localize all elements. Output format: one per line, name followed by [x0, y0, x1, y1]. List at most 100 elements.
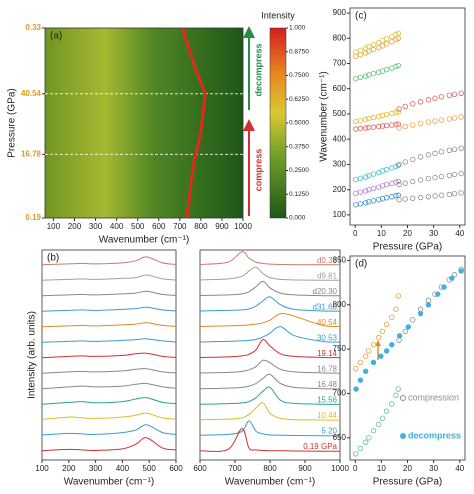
point [458, 114, 464, 120]
point [383, 408, 390, 414]
colorbar-tick-label: 0.2500 [289, 167, 309, 174]
point [451, 171, 458, 178]
point [438, 149, 445, 155]
point [370, 46, 377, 53]
point [376, 184, 382, 190]
x-tick-label: 800 [194, 222, 208, 231]
point [393, 109, 399, 116]
point [366, 199, 372, 205]
point [362, 200, 369, 206]
point [383, 348, 390, 354]
point [432, 174, 438, 181]
point [446, 172, 453, 179]
point [396, 333, 403, 339]
point [458, 170, 464, 177]
point [383, 321, 390, 327]
x-axis-label: Pressure (GPa) [373, 242, 442, 253]
point [438, 117, 445, 123]
x-tick-label: 0 [353, 464, 358, 473]
point [396, 161, 402, 168]
point [362, 116, 369, 123]
spectrum-label: 5.20 [321, 427, 337, 436]
colorbar-tick-label: 0.3750 [289, 143, 309, 150]
spectrum [41, 397, 177, 405]
point [389, 39, 395, 45]
x-tick-label: 40 [455, 464, 464, 473]
point [376, 113, 382, 120]
annotation: compress [253, 149, 263, 192]
point [446, 116, 453, 122]
point [417, 306, 424, 312]
point [383, 41, 390, 47]
point [432, 193, 438, 199]
point [425, 175, 432, 182]
colorbar-tick-label: 0.7500 [289, 72, 309, 79]
spectrum [199, 420, 341, 437]
spectrum [199, 359, 341, 374]
y-tick-label: 0.19 [25, 213, 41, 222]
x-tick-label: 1000 [331, 464, 349, 473]
point [357, 74, 364, 81]
point [376, 421, 382, 428]
point [362, 188, 369, 194]
point [379, 123, 386, 129]
point [402, 180, 408, 186]
point [393, 121, 399, 128]
point [396, 337, 402, 343]
x-tick-label: 30 [429, 229, 438, 238]
point [396, 181, 402, 188]
plot-frame [44, 27, 244, 219]
point [353, 126, 359, 132]
point [417, 120, 424, 127]
point [402, 123, 408, 130]
point [396, 106, 402, 112]
point [458, 268, 464, 274]
point [410, 195, 416, 201]
x-tick-label: 300 [89, 222, 103, 231]
point [370, 70, 377, 77]
point [395, 62, 401, 69]
point [432, 150, 438, 157]
spectrum [41, 368, 177, 374]
point [353, 386, 359, 392]
point [410, 101, 416, 107]
x-tick-label: 600 [193, 464, 207, 473]
x-tick-label: 10 [377, 464, 386, 473]
spectrum [199, 338, 341, 359]
x-tick-label: 1000 [234, 222, 252, 231]
point [383, 195, 390, 201]
panel-label: (c) [355, 11, 367, 22]
point [383, 111, 390, 118]
point [402, 328, 408, 335]
legend-marker [400, 433, 406, 439]
point [370, 359, 377, 366]
point [410, 156, 416, 163]
point [438, 94, 445, 100]
x-tick-label: 20 [403, 464, 412, 473]
spectrum-label: 19.14 [317, 349, 338, 358]
point [370, 124, 377, 130]
point [425, 119, 432, 125]
x-tick-label: 400 [116, 464, 130, 473]
point [451, 91, 458, 97]
x-tick-label: 800 [263, 464, 277, 473]
point [393, 306, 399, 312]
point [376, 197, 382, 203]
point [395, 109, 401, 115]
spectrum [41, 338, 177, 343]
point [362, 45, 369, 52]
point [395, 178, 401, 185]
point [362, 439, 369, 445]
point [366, 124, 372, 131]
point [370, 341, 377, 348]
point [366, 435, 372, 441]
y-tick-label: 850 [333, 256, 347, 265]
colorbar-tick-label: 1.000 [289, 25, 306, 32]
point [396, 197, 402, 203]
point [366, 72, 372, 78]
colorbar-tick-label: 0.000 [289, 215, 306, 222]
legend-label: compression [408, 392, 459, 402]
point [395, 386, 401, 392]
point [378, 353, 384, 359]
point [362, 73, 369, 79]
